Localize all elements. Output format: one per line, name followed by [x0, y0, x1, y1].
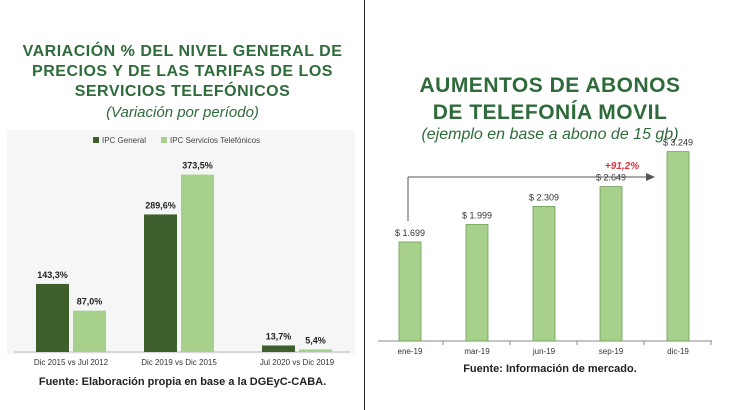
- data-label-2: $ 1.999: [462, 210, 492, 220]
- right-title-line1: AUMENTOS DE ABONOS: [419, 74, 681, 97]
- data-label-2-2: 373,5%: [182, 161, 213, 171]
- bar-1-1: [36, 283, 69, 352]
- data-label-3: $ 2.309: [529, 192, 559, 202]
- legend-swatch-2: [161, 137, 167, 143]
- data-label-2-3: 5,4%: [305, 335, 326, 345]
- x-tick-label-3: jun-19: [532, 347, 556, 356]
- data-label-1: $ 1.699: [395, 228, 425, 238]
- data-label-2-1: 87,0%: [77, 297, 103, 307]
- left-chart-source: Fuente: Elaboración propia en base a la …: [38, 376, 327, 388]
- x-tick-label-4: sep-19: [599, 347, 624, 356]
- legend-swatch-1: [93, 137, 99, 143]
- growth-annotation: +91,2%: [605, 161, 639, 172]
- bar-2: [465, 224, 489, 342]
- x-tick-label-2: mar-19: [464, 347, 490, 356]
- right-chart-title: AUMENTOS DE ABONOS DE TELEFONÍA MOVIL: [375, 72, 725, 126]
- right-title-line2: DE TELEFONÍA MOVIL: [432, 101, 668, 124]
- x-tick-label-2: Dic 2019 vs Dic 2015: [141, 358, 217, 367]
- legend-label-1: IPC General: [102, 136, 146, 145]
- growth-arrow-head: [646, 173, 655, 181]
- data-label-5: $ 3.249: [663, 138, 693, 148]
- x-tick-label-5: dic-19: [667, 347, 689, 356]
- bar-4: [599, 186, 623, 342]
- left-chart-subtitle: (Variación por período): [106, 104, 259, 121]
- left-bar-chart: IPC General IPC Servicios Telefónicos 143,…: [14, 136, 350, 367]
- bar-5: [666, 151, 690, 342]
- bar-2-1: [73, 310, 106, 352]
- bar-1-2: [144, 214, 177, 352]
- right-chart-source: Fuente: Información de mercado.: [463, 363, 637, 375]
- x-tick-label-3: Jul 2020 vs Dic 2019: [260, 358, 335, 367]
- data-label-1-2: 289,6%: [145, 200, 176, 210]
- panel-divider: [364, 0, 365, 410]
- bar-2-3: [299, 349, 332, 352]
- right-chart-subtitle: (ejemplo en base a abono de 15 gb): [421, 126, 679, 143]
- x-tick-label-1: Dic 2015 vs Jul 2012: [34, 358, 109, 367]
- legend-label-2: IPC Servicios Telefónicos: [170, 136, 260, 145]
- bar-3: [532, 206, 556, 342]
- bar-1: [398, 241, 422, 342]
- bar-2-2: [181, 174, 214, 352]
- data-label-1-1: 143,3%: [37, 270, 68, 280]
- x-tick-label-1: ene-19: [398, 347, 423, 356]
- data-label-4: $ 2.649: [596, 173, 626, 183]
- left-chart-title: VARIACIÓN % DEL NIVEL GENERAL DE PRECIOS…: [22, 43, 343, 100]
- bar-1-3: [262, 345, 295, 352]
- data-label-1-3: 13,7%: [266, 331, 292, 341]
